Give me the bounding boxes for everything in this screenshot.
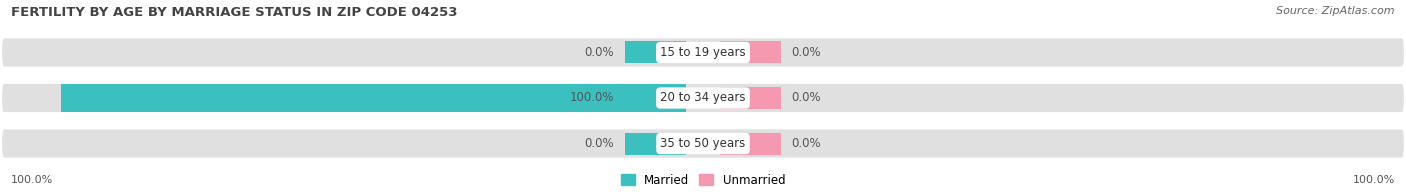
Text: 0.0%: 0.0% (585, 137, 614, 150)
Bar (62, 84, 686, 112)
Bar (720, 42, 782, 64)
FancyBboxPatch shape (3, 129, 1403, 158)
Text: 0.0%: 0.0% (585, 46, 614, 59)
Text: Source: ZipAtlas.com: Source: ZipAtlas.com (1277, 6, 1395, 16)
Text: 0.0%: 0.0% (792, 137, 821, 150)
Bar (624, 42, 686, 64)
Text: 100.0%: 100.0% (1353, 175, 1395, 185)
Legend: Married, Unmarried: Married, Unmarried (620, 174, 786, 187)
Text: 0.0%: 0.0% (792, 92, 821, 104)
Text: 20 to 34 years: 20 to 34 years (661, 92, 745, 104)
Text: 35 to 50 years: 35 to 50 years (661, 137, 745, 150)
Text: 15 to 19 years: 15 to 19 years (661, 46, 745, 59)
Text: FERTILITY BY AGE BY MARRIAGE STATUS IN ZIP CODE 04253: FERTILITY BY AGE BY MARRIAGE STATUS IN Z… (11, 6, 458, 19)
Bar (624, 87, 686, 109)
Bar (720, 87, 782, 109)
Text: 100.0%: 100.0% (569, 92, 614, 104)
Text: 100.0%: 100.0% (11, 175, 53, 185)
Bar (624, 132, 686, 154)
Text: 0.0%: 0.0% (792, 46, 821, 59)
FancyBboxPatch shape (3, 84, 1403, 112)
FancyBboxPatch shape (3, 38, 1403, 67)
Bar (720, 132, 782, 154)
